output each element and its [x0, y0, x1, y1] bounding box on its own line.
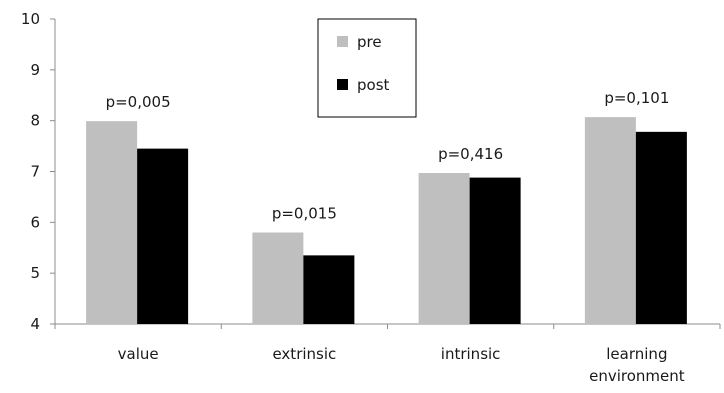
- p-value-annotations: p=0,005 p=0,015 p=0,416 p=0,101: [106, 89, 670, 222]
- y-tick-label: 8: [30, 112, 40, 130]
- x-axis-labels: value extrinsic intrinsic learning environme…: [118, 345, 685, 385]
- bar-pre: [584, 117, 636, 324]
- bar-pre: [418, 173, 470, 324]
- y-tick-label: 10: [21, 10, 40, 28]
- y-tick-label: 7: [30, 163, 40, 181]
- legend-swatch-pre: [337, 36, 348, 47]
- p-value-label: p=0,005: [106, 93, 171, 111]
- legend-swatch-post: [337, 79, 348, 90]
- x-category-label: intrinsic: [441, 345, 501, 363]
- y-axis-ticks: 4 5 6 7 8 9 10: [21, 10, 55, 333]
- bar-pre: [252, 232, 304, 324]
- p-value-label: p=0,416: [438, 145, 503, 163]
- bar-post: [137, 148, 189, 324]
- p-value-label: p=0,015: [272, 205, 337, 223]
- x-category-label: value: [118, 345, 159, 363]
- y-tick-label: 4: [30, 315, 40, 333]
- p-value-label: p=0,101: [604, 89, 669, 107]
- x-category-label: learning: [606, 345, 667, 363]
- bar-post: [635, 131, 687, 324]
- legend: pre post: [317, 18, 417, 118]
- bars: [86, 117, 687, 324]
- x-category-label: extrinsic: [272, 345, 336, 363]
- legend-label-pre: pre: [357, 33, 382, 51]
- y-tick-label: 5: [30, 264, 40, 282]
- y-tick-label: 9: [30, 61, 40, 79]
- y-tick-label: 6: [30, 213, 40, 231]
- x-category-label: environment: [589, 367, 685, 385]
- legend-label-post: post: [357, 76, 390, 94]
- bar-post: [303, 255, 355, 324]
- bar-post: [469, 177, 521, 324]
- legend-box: [317, 18, 417, 118]
- bar-pre: [86, 121, 138, 324]
